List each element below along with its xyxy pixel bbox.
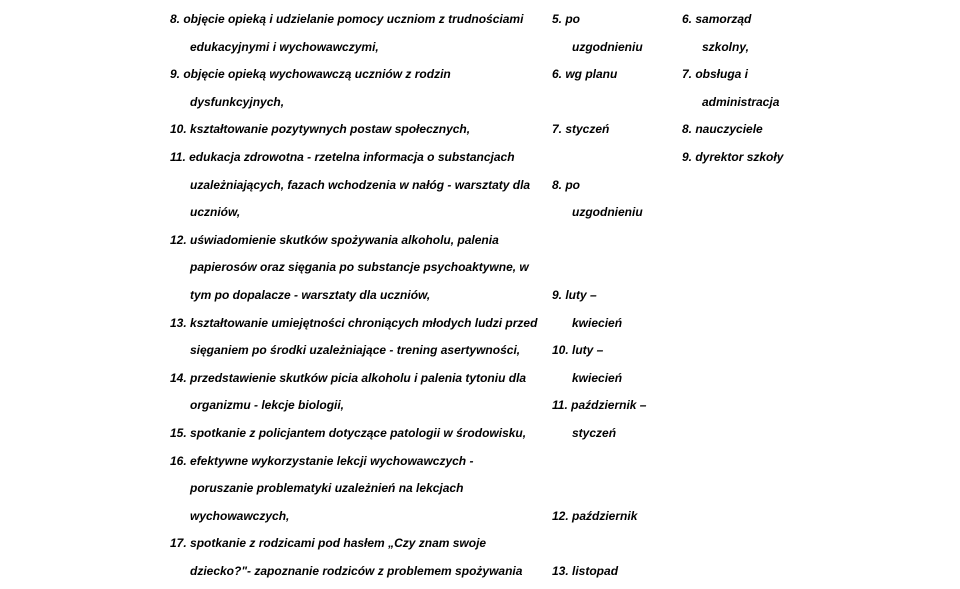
blank-line — [552, 227, 680, 255]
activity-item-cont: przez młodzież alkoholu, palenia papiero… — [170, 585, 550, 589]
responsible-item: 6. samorząd — [682, 6, 820, 34]
column-activities: 8. objęcie opieką i udzielanie pomocy uc… — [10, 6, 550, 583]
date-item: 13. listopad — [552, 558, 680, 586]
activity-item: 12. uświadomienie skutków spożywania alk… — [170, 227, 550, 255]
activity-item-cont: papierosów oraz sięgania po substancje p… — [170, 254, 550, 282]
date-item: 6. wg planu — [552, 61, 680, 89]
date-item-cont: styczeń — [552, 420, 680, 448]
date-item-cont: uzgodnieniu — [552, 199, 680, 227]
blank-line — [552, 254, 680, 282]
activity-item: 8. objęcie opieką i udzielanie pomocy uc… — [170, 6, 550, 34]
activity-item-cont: wychowawczych, — [170, 503, 550, 531]
activity-item: 16. efektywne wykorzystanie lekcji wycho… — [170, 448, 550, 476]
date-item: 5. po — [552, 6, 680, 34]
activity-item: 17. spotkanie z rodzicami pod hasłem „Cz… — [170, 530, 550, 558]
blank-line — [552, 448, 680, 476]
responsible-item-cont: administracja — [682, 89, 820, 117]
blank-line — [552, 475, 680, 503]
activity-item-cont: poruszanie problematyki uzależnień na le… — [170, 475, 550, 503]
responsible-item-cont: szkolny, — [682, 34, 820, 62]
activity-item-cont: uczniów, — [170, 199, 550, 227]
blank-line — [552, 530, 680, 558]
document-page: 8. objęcie opieką i udzielanie pomocy uc… — [0, 0, 960, 589]
activity-item-cont: tym po dopalacze - warsztaty dla uczniów… — [170, 282, 550, 310]
activity-item-cont: organizmu - lekcje biologii, — [170, 392, 550, 420]
activity-item: 10. kształtowanie pozytywnych postaw spo… — [170, 116, 550, 144]
blank-line — [552, 144, 680, 172]
responsible-item: 8. nauczyciele — [682, 116, 820, 144]
activity-item-cont: dziecko?"- zapoznanie rodziców z problem… — [170, 558, 550, 586]
column-responsible: 6. samorząd szkolny, 7. obsługa i admini… — [680, 6, 820, 583]
activity-item-cont: uzależniających, fazach wchodzenia w nał… — [170, 172, 550, 200]
activity-item: 15. spotkanie z policjantem dotyczące pa… — [170, 420, 550, 448]
date-item: 12. październik — [552, 503, 680, 531]
date-item: 14. maj — [552, 585, 680, 589]
activity-item: 11. edukacja zdrowotna - rzetelna inform… — [170, 144, 550, 172]
date-item: 10. luty – — [552, 337, 680, 365]
activity-item: 14. przedstawienie skutków picia alkohol… — [170, 365, 550, 393]
date-item: 8. po — [552, 172, 680, 200]
responsible-item: 9. dyrektor szkoły — [682, 144, 820, 172]
activity-item: 9. objęcie opieką wychowawczą uczniów z … — [170, 61, 550, 89]
blank-line — [552, 89, 680, 117]
date-item: 9. luty – — [552, 282, 680, 310]
date-item-cont: kwiecień — [552, 365, 680, 393]
column-dates: 5. po uzgodnieniu 6. wg planu 7. styczeń… — [550, 6, 680, 583]
activity-item: 13. kształtowanie umiejętności chroniący… — [170, 310, 550, 338]
activity-item-cont: dysfunkcyjnych, — [170, 89, 550, 117]
responsible-item: 7. obsługa i — [682, 61, 820, 89]
date-item: 7. styczeń — [552, 116, 680, 144]
activity-item-cont: sięganiem po środki uzależniające - tren… — [170, 337, 550, 365]
date-item: 11. październik – — [552, 392, 680, 420]
date-item-cont: kwiecień — [552, 310, 680, 338]
activity-item-cont: edukacyjnymi i wychowawczymi, — [170, 34, 550, 62]
date-item-cont: uzgodnieniu — [552, 34, 680, 62]
